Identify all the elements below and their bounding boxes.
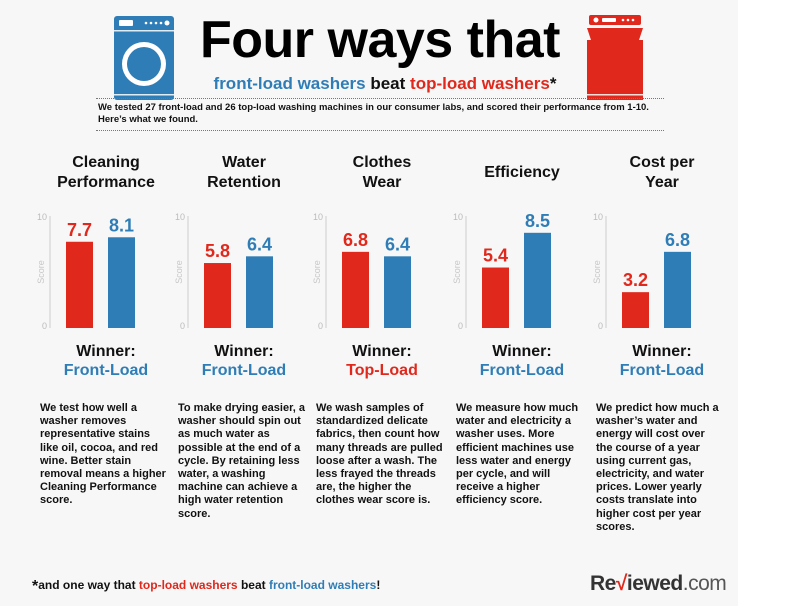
category-title: Cost per Year [592,148,732,198]
category-title-line1: Clothes [352,154,412,171]
winner-block: Winner: Front-Load [174,342,314,380]
category-title-line2: Performance [57,174,155,191]
bar-top-load [342,251,369,328]
category-chart: 10 0 Score 6.8 6.4 [312,212,411,331]
winner-block: Winner: Front-Load [36,342,176,380]
category-description: We predict how much a washer’s water and… [596,402,719,533]
logo-re: Re [590,572,616,595]
bar-front-load [384,256,411,328]
divider-top [96,98,664,99]
bar-front-load [246,256,273,328]
category-title-line2: Retention [207,174,281,191]
winner-label: Winner: [352,343,412,360]
winner-label: Winner: [76,343,136,360]
category-description: We wash samples of standardized delicate… [316,402,443,507]
y-axis-label: Score [592,260,602,284]
page-subtitle: front-load washers beat top-load washers… [150,74,620,94]
footnote-text-pre: and one way that [38,578,139,592]
category-title-line2: Wear [362,174,402,191]
category-description: We measure how much water and electricit… [456,402,579,507]
data-label-front-load: 8.1 [109,215,134,235]
y-axis-label: Score [452,260,462,284]
category-title-line2: Year [645,174,679,191]
reviewed-logo: Re√iewed.com [590,572,727,596]
footnote-front-load: front-load washers [268,578,377,592]
subtitle-front-load: front-load washers [213,74,366,93]
data-label-front-load: 6.8 [665,230,690,250]
subtitle-mid: beat [365,74,411,93]
data-label-top-load: 7.7 [67,220,92,240]
category-chart: 10 0 Score 5.4 8.5 [452,211,551,331]
category-title: Cleaning Performance [36,148,176,198]
bar-top-load [66,241,93,328]
winner-value: Front-Load [63,362,149,379]
category-chart: 10 0 Score 3.2 6.8 [592,212,691,331]
category-title: Water Retention [174,148,314,198]
footnote-top-load: top-load washers [138,578,238,592]
y-tick-label: 10 [37,212,47,222]
data-label-top-load: 3.2 [623,270,648,290]
bar-front-load [664,251,691,328]
front-load-washer-icon [114,16,174,100]
footnote-asterisk: * [32,578,39,595]
intro-text: We tested 27 front-load and 26 top-load … [98,102,649,125]
winner-block: Winner: Front-Load [452,342,592,380]
y-axis-label: Score [174,260,184,284]
category-title: Efficiency [452,148,592,198]
logo-com: .com [682,572,727,595]
logo-iewed: iewed [626,572,683,595]
page-title: Four ways that [200,11,560,69]
winner-value: Front-Load [479,362,565,379]
footnote: *and one way that top-load washers beat … [32,578,380,596]
winner-block: Winner: Front-Load [592,342,732,380]
category-chart: 10 0 Score 7.7 8.1 [36,212,135,331]
footnote-text-end: ! [376,578,381,592]
winner-block: Winner: Top-Load [312,342,452,380]
data-label-top-load: 5.4 [483,246,508,266]
y-axis-label: Score [312,260,322,284]
y-tick-label: 0 [598,321,603,331]
bar-top-load [622,292,649,328]
divider-bottom [96,130,664,131]
category-chart: 10 0 Score 5.8 6.4 [174,212,273,331]
category-title-line1: Cleaning [72,154,140,171]
y-tick-label: 10 [175,212,185,222]
y-tick-label: 10 [593,212,603,222]
footnote-text-mid: beat [237,578,269,592]
data-label-front-load: 6.4 [247,234,272,254]
y-tick-label: 0 [42,321,47,331]
subtitle-top-load: top-load washers [410,74,550,93]
winner-value: Front-Load [619,362,705,379]
data-label-front-load: 8.5 [525,211,550,231]
category-description: To make drying easier, a washer should s… [178,402,305,520]
winner-value: Front-Load [201,362,287,379]
winner-label: Winner: [492,343,552,360]
winner-label: Winner: [632,343,692,360]
category-description: We test how well a washer removes repres… [40,402,166,507]
winner-label: Winner: [214,343,274,360]
subtitle-asterisk: * [549,74,557,93]
bar-front-load [108,237,135,328]
logo-check: √ [615,572,628,595]
bar-front-load [524,232,551,328]
y-tick-label: 0 [180,321,185,331]
data-label-top-load: 6.8 [343,230,368,250]
bar-top-load [482,267,509,328]
y-tick-label: 10 [453,212,463,222]
winner-value: Top-Load [346,362,418,379]
data-label-top-load: 5.8 [205,241,230,261]
y-tick-label: 10 [313,212,323,222]
y-axis-label: Score [36,260,46,284]
y-tick-label: 0 [458,321,463,331]
category-title-line1: Efficiency [484,164,560,181]
category-title: Clothes Wear [312,148,452,198]
bar-top-load [204,263,231,328]
category-title-line1: Water [222,154,266,171]
top-load-washer-icon [587,15,643,100]
y-tick-label: 0 [318,321,323,331]
category-title-line1: Cost per [629,154,695,171]
data-label-front-load: 6.4 [385,234,410,254]
